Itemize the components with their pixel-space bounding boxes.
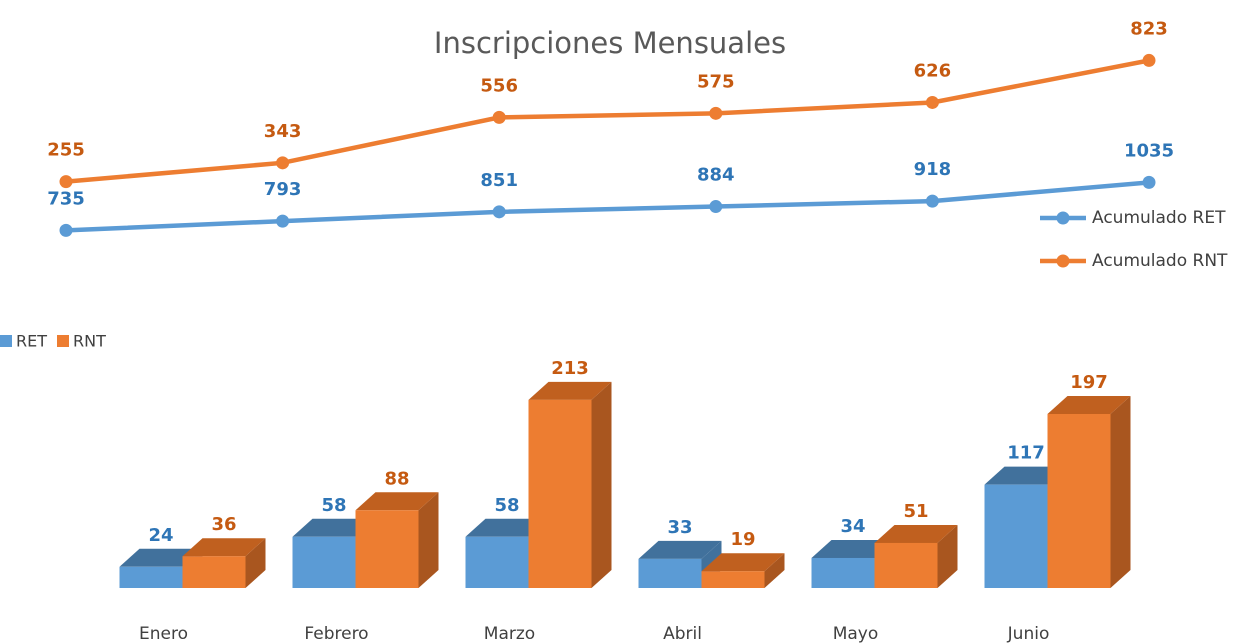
data-label: 1035 <box>1124 140 1174 161</box>
point <box>276 214 290 228</box>
data-label: 793 <box>264 179 302 200</box>
bar-side <box>418 492 439 588</box>
point <box>276 156 290 170</box>
data-label: 58 <box>321 495 346 516</box>
bar <box>182 556 246 588</box>
bar-side <box>764 553 785 588</box>
x-tick-label: Junio <box>1007 624 1050 644</box>
bar-top <box>1047 395 1131 414</box>
point <box>925 194 939 208</box>
legend-swatch <box>57 335 69 347</box>
legend-label: RNT <box>73 332 106 351</box>
data-label: 575 <box>697 71 735 92</box>
legend-label: Acumulado RNT <box>1092 251 1228 271</box>
point <box>709 106 723 120</box>
bar-side <box>937 524 958 588</box>
data-label: 58 <box>494 495 519 516</box>
bar-top <box>874 524 958 543</box>
data-label: 343 <box>264 121 302 142</box>
data-label: 19 <box>730 529 755 550</box>
point <box>1142 53 1156 67</box>
bar <box>701 571 765 588</box>
bar-side <box>245 538 266 588</box>
data-label: 556 <box>480 75 518 96</box>
point <box>709 200 723 214</box>
legend-marker <box>1056 254 1070 268</box>
data-label: 626 <box>914 60 952 81</box>
bar <box>465 536 529 588</box>
point <box>59 223 73 237</box>
legend-label: RET <box>16 332 47 351</box>
bar <box>1047 413 1111 588</box>
legend-swatch <box>0 335 12 347</box>
legend-marker <box>1056 211 1070 225</box>
data-label: 51 <box>903 501 928 522</box>
bar-top <box>984 466 1068 485</box>
data-label: 117 <box>1007 443 1045 464</box>
bar <box>638 558 702 588</box>
bar-side <box>591 381 612 588</box>
data-label: 735 <box>47 188 85 209</box>
data-label: 884 <box>697 165 735 186</box>
data-label: 24 <box>148 525 173 546</box>
bar-top <box>355 492 439 511</box>
bar-top <box>182 538 266 557</box>
data-label: 823 <box>1130 18 1168 39</box>
line <box>65 180 1150 233</box>
bar-top <box>292 518 376 537</box>
data-label: 918 <box>914 159 952 180</box>
data-label: 851 <box>480 170 518 191</box>
data-label: 255 <box>47 140 85 161</box>
data-label: 213 <box>551 358 589 379</box>
bar <box>874 542 938 588</box>
legend-label: Acumulado RET <box>1092 208 1226 228</box>
bar <box>292 536 356 588</box>
bar-top <box>701 553 785 572</box>
x-tick-label: Enero <box>139 624 188 644</box>
x-tick-label: Febrero <box>304 624 368 644</box>
point <box>59 175 73 189</box>
bar-top <box>528 381 612 400</box>
point <box>1142 175 1156 189</box>
chart-title: Inscripciones Mensuales <box>434 26 786 60</box>
point <box>492 110 506 124</box>
data-label: 88 <box>384 468 409 489</box>
bar <box>528 399 592 588</box>
point <box>492 205 506 219</box>
x-tick-label: Mayo <box>833 624 879 644</box>
data-label: 197 <box>1070 372 1108 393</box>
bar-side <box>1110 395 1131 588</box>
bar-top <box>638 540 722 559</box>
bar-top <box>119 548 203 567</box>
data-label: 36 <box>211 514 236 535</box>
bar-top <box>465 518 549 537</box>
point <box>925 95 939 109</box>
x-tick-label: Abril <box>663 624 702 644</box>
bar <box>811 557 875 588</box>
data-label: 34 <box>840 516 865 537</box>
bar <box>119 566 183 588</box>
line <box>65 58 1150 184</box>
bar <box>355 510 419 588</box>
bar-top <box>811 539 895 558</box>
x-tick-label: Marzo <box>484 624 535 644</box>
data-label: 33 <box>667 517 692 538</box>
bar <box>984 484 1048 588</box>
